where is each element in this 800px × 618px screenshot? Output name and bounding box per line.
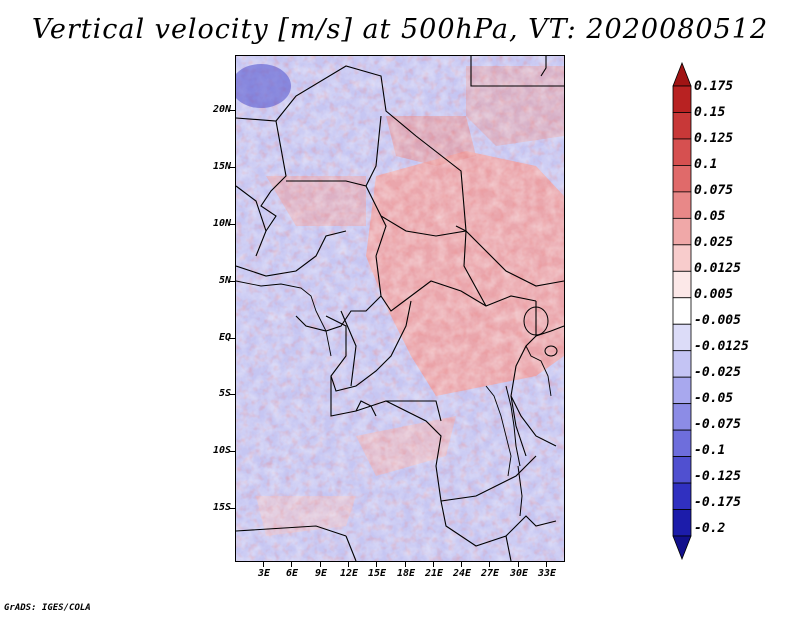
lon-tick bbox=[433, 562, 434, 567]
lat-tick bbox=[229, 394, 235, 395]
colorbar-label: -0.005 bbox=[694, 313, 741, 328]
lon-tick bbox=[461, 562, 462, 567]
colorbar-swatch bbox=[672, 165, 692, 193]
colorbar-label: -0.125 bbox=[694, 469, 741, 484]
lat-label: EQ bbox=[218, 332, 231, 343]
vertical-velocity-field bbox=[236, 56, 564, 561]
lat-tick bbox=[229, 110, 235, 111]
colorbar-label: 0.05 bbox=[694, 209, 726, 224]
colorbar-label: -0.1 bbox=[694, 443, 726, 458]
colorbar-label: 0.025 bbox=[694, 235, 734, 250]
credit-text: GrADS: IGES/COLA bbox=[4, 603, 91, 613]
colorbar-label: 0.005 bbox=[694, 287, 734, 302]
colorbar-swatch bbox=[672, 376, 692, 405]
colorbar-swatch bbox=[672, 429, 692, 457]
lat-label: 5N bbox=[218, 275, 231, 286]
lat-label: 15S bbox=[212, 502, 231, 513]
country-boundaries bbox=[236, 56, 564, 561]
lon-label: 27E bbox=[480, 568, 500, 579]
lon-label: 9E bbox=[314, 568, 328, 579]
lat-tick bbox=[229, 508, 235, 509]
lon-label: 6E bbox=[285, 568, 299, 579]
colorbar-label: 0.15 bbox=[694, 105, 726, 120]
map-panel bbox=[235, 55, 565, 562]
colorbar-label: 0.125 bbox=[694, 131, 734, 146]
colorbar-swatch bbox=[672, 456, 692, 484]
colorbar-label: -0.05 bbox=[694, 391, 734, 406]
lat-label: 15N bbox=[212, 161, 231, 172]
lat-label: 20N bbox=[212, 104, 231, 115]
lon-label: 18E bbox=[396, 568, 416, 579]
colorbar-label: 0.175 bbox=[694, 79, 734, 94]
lon-tick bbox=[489, 562, 490, 567]
colorbar-swatch bbox=[672, 297, 692, 325]
map-title: Vertical velocity [m/s] at 500hPa, VT: 2… bbox=[31, 14, 769, 45]
colorbar-label: -0.0125 bbox=[694, 339, 749, 354]
colorbar-swatch bbox=[672, 482, 692, 510]
lon-label: 30E bbox=[509, 568, 529, 579]
lat-tick bbox=[229, 451, 235, 452]
lon-label: 33E bbox=[537, 568, 557, 579]
colorbar-swatch bbox=[672, 62, 692, 87]
lat-tick bbox=[229, 281, 235, 282]
colorbar-swatch bbox=[672, 112, 692, 140]
colorbar-swatch bbox=[672, 535, 692, 560]
colorbar-swatch bbox=[672, 85, 692, 113]
lon-tick bbox=[263, 562, 264, 567]
colorbar-swatch bbox=[672, 138, 692, 166]
lat-tick bbox=[229, 167, 235, 168]
colorbar-swatch bbox=[672, 270, 692, 299]
lon-tick bbox=[376, 562, 377, 567]
colorbar bbox=[672, 62, 692, 560]
lon-tick bbox=[518, 562, 519, 567]
lat-label: 10N bbox=[212, 218, 231, 229]
lon-tick bbox=[405, 562, 406, 567]
lat-tick bbox=[229, 338, 235, 339]
lon-tick bbox=[320, 562, 321, 567]
colorbar-label: -0.075 bbox=[694, 417, 741, 432]
lat-label: 5S bbox=[218, 388, 231, 399]
colorbar-label: 0.075 bbox=[694, 183, 734, 198]
colorbar-swatch bbox=[672, 244, 692, 272]
colorbar-swatch bbox=[672, 509, 692, 537]
colorbar-label: 0.1 bbox=[694, 157, 718, 172]
colorbar-label: 0.0125 bbox=[694, 261, 741, 276]
colorbar-swatch bbox=[672, 217, 692, 246]
lon-label: 15E bbox=[367, 568, 387, 579]
colorbar-swatch bbox=[672, 403, 692, 431]
colorbar-label: -0.025 bbox=[694, 365, 741, 380]
lon-tick bbox=[291, 562, 292, 567]
colorbar-swatch bbox=[672, 323, 692, 352]
lat-label: 10S bbox=[212, 445, 231, 456]
lon-label: 12E bbox=[339, 568, 359, 579]
lon-label: 3E bbox=[257, 568, 271, 579]
lon-label: 21E bbox=[424, 568, 444, 579]
colorbar-swatch bbox=[672, 350, 692, 378]
colorbar-swatch bbox=[672, 191, 692, 219]
lon-tick bbox=[348, 562, 349, 567]
colorbar-label: -0.175 bbox=[694, 495, 741, 510]
lat-tick bbox=[229, 224, 235, 225]
colorbar-label: -0.2 bbox=[694, 521, 726, 536]
lon-label: 24E bbox=[452, 568, 472, 579]
lon-tick bbox=[546, 562, 547, 567]
